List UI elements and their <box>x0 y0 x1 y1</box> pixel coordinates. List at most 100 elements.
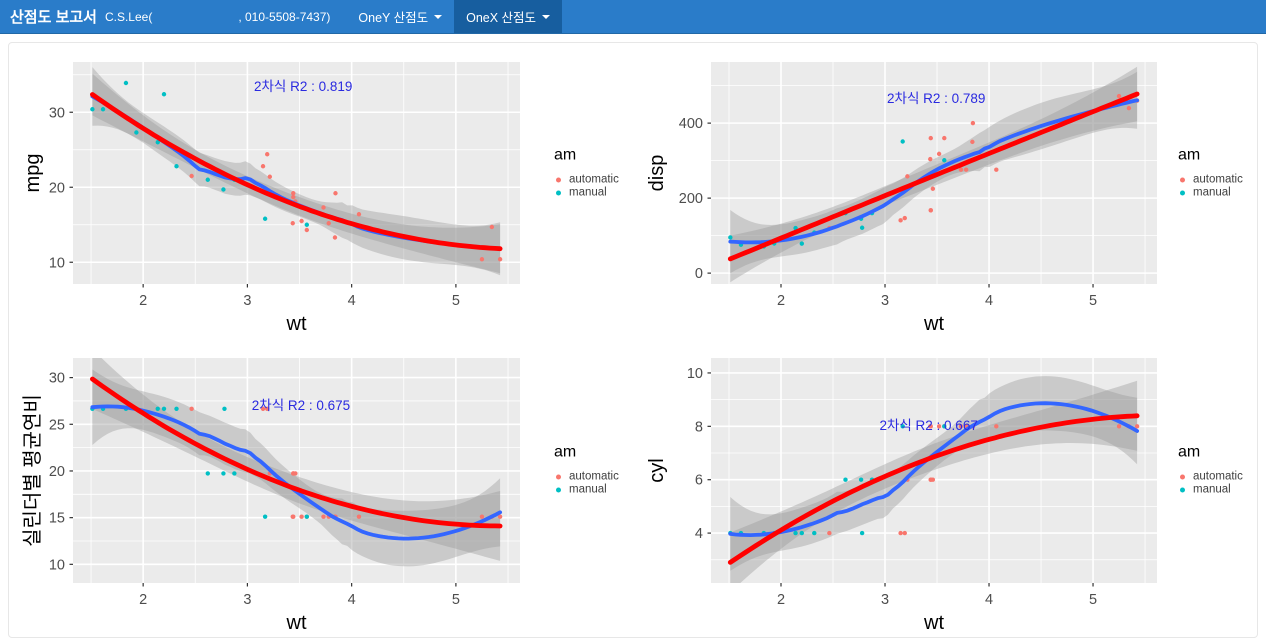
data-point-automatic <box>928 135 933 141</box>
data-point-automatic <box>291 194 296 200</box>
tab-onex-scatter[interactable]: OneX 산점도 <box>454 0 563 33</box>
x-tick-label: 2 <box>777 592 785 608</box>
legend-label: manual <box>1193 483 1231 496</box>
data-point-automatic <box>299 218 304 224</box>
data-point-automatic <box>321 205 326 210</box>
legend-item-manual: manual <box>1178 484 1243 497</box>
chart-block-mpg-wt: 2 3 4 5 10 20 30 wt mpg 2차식 R2 : 0.819 am automat… <box>9 55 633 345</box>
data-point-automatic <box>356 514 362 519</box>
y-tick-label: 6 <box>695 473 703 489</box>
data-point-automatic <box>930 186 936 191</box>
x-tick-label: 4 <box>348 293 356 309</box>
data-point-manual <box>793 530 798 536</box>
data-point-automatic <box>260 164 266 169</box>
data-point-automatic <box>497 257 503 262</box>
legend-label: manual <box>1193 186 1231 199</box>
plot-area <box>90 67 503 276</box>
data-point-automatic <box>333 191 338 196</box>
data-point-automatic <box>994 167 999 172</box>
data-point-manual <box>221 187 226 192</box>
point-swatch-manual <box>556 487 561 493</box>
legend-item-automatic: automatic <box>1178 471 1243 484</box>
plot-panel <box>73 62 520 284</box>
user-name: C.S.Lee( <box>104 9 153 24</box>
data-point-manual <box>900 139 905 144</box>
x-tick-label: 2 <box>139 293 147 309</box>
chart-row-top: 2 3 4 5 10 20 30 wt mpg 2차식 R2 : 0.819 am automat… <box>9 55 1257 345</box>
data-point-automatic <box>936 424 942 429</box>
data-point-manual <box>262 514 268 519</box>
data-point-automatic <box>1116 424 1122 429</box>
data-point-manual <box>205 177 210 182</box>
data-point-manual <box>123 80 129 86</box>
data-point-automatic <box>1116 93 1122 99</box>
data-point-manual <box>100 107 106 112</box>
x-tick-label: 3 <box>881 592 889 608</box>
user-name-gap <box>152 16 238 17</box>
legend-item-manual: manual <box>554 484 619 497</box>
y-tick-label: 10 <box>49 557 65 573</box>
y-axis-label: cyl <box>646 458 668 482</box>
data-point-manual <box>859 530 865 536</box>
legend: am automatic manual <box>1178 444 1243 497</box>
legend: am automatic manual <box>554 444 619 497</box>
y-tick-label: 4 <box>695 526 703 542</box>
data-point-manual <box>221 471 226 476</box>
point-swatch-manual <box>1180 487 1185 493</box>
data-point-automatic <box>936 151 942 157</box>
data-point-automatic <box>326 221 331 226</box>
point-swatch-manual <box>1180 190 1185 196</box>
data-point-automatic <box>265 406 270 411</box>
data-point-automatic <box>928 208 933 213</box>
legend: am automatic manual <box>1178 147 1243 200</box>
legend-title: am <box>554 146 577 164</box>
legend-label: automatic <box>569 470 619 483</box>
data-point-automatic <box>1134 424 1140 429</box>
legend-title: am <box>1178 443 1201 461</box>
data-point-manual <box>942 158 947 163</box>
x-tick-label: 5 <box>452 293 460 309</box>
x-tick-label: 4 <box>985 592 993 608</box>
x-tick-label: 5 <box>1089 293 1097 309</box>
data-point-automatic <box>291 191 296 196</box>
y-tick-label: 30 <box>49 105 65 121</box>
scatter-plot-disp-vs-wt: 2 3 4 5 0 200 400 wt disp 2차식 R2 : 0.789 <box>646 62 1157 335</box>
scatter-plot-avgmpg-vs-wt: 2 3 4 5 10 15 20 25 30 wt 실린더별 평균연비 2차식 R2 : 0.675 <box>21 358 520 634</box>
regression-line-quadratic <box>727 413 1140 565</box>
scatter-plot-mpg-vs-wt: 2 3 4 5 10 20 30 wt mpg 2차식 R2 : 0.819 <box>22 62 520 335</box>
legend-item-automatic: automatic <box>554 471 619 484</box>
regression-line-quadratic <box>90 376 503 529</box>
tab-oney-scatter[interactable]: OneY 산점도 <box>346 0 454 33</box>
y-tick-label: 400 <box>679 116 703 132</box>
x-tick-label: 2 <box>777 293 785 309</box>
data-point-automatic <box>489 224 495 230</box>
data-point-automatic <box>332 235 338 240</box>
data-point-manual <box>858 477 864 482</box>
data-point-manual <box>304 514 310 519</box>
confidence-band-quadratic <box>730 380 1138 583</box>
chart-block-cyl-wt: 2 3 4 5 4 6 8 10 wt cyl 2차식 R2 : 0.667 am automati… <box>633 345 1257 637</box>
data-point-automatic <box>958 167 964 172</box>
x-tick-label: 3 <box>243 293 251 309</box>
y-tick-label: 20 <box>49 464 65 480</box>
data-point-automatic <box>970 139 975 145</box>
chart-row-bottom: 2 3 4 5 10 15 20 25 30 wt 실린더별 평균연비 2차식 R2 : 0.675 … <box>9 345 1257 637</box>
chevron-down-icon <box>434 14 443 19</box>
legend-item-automatic: automatic <box>1178 174 1243 187</box>
data-point-automatic <box>304 227 310 233</box>
data-point-automatic <box>189 173 194 179</box>
data-point-automatic <box>994 424 999 429</box>
point-swatch-automatic <box>1180 474 1185 480</box>
chart-block-avgmpg-wt: 2 3 4 5 10 15 20 25 30 wt 실린더별 평균연비 2차식 R2 : 0.675 … <box>9 345 633 637</box>
y-axis-label: mpg <box>22 154 44 193</box>
plot-panel <box>711 358 1157 583</box>
x-tick-label: 5 <box>452 592 460 608</box>
x-axis-label: wt <box>923 612 944 634</box>
user-info: C.S.Lee( , 010-5508-7437) <box>105 10 330 24</box>
data-point-manual <box>843 477 848 482</box>
data-point-automatic <box>928 424 933 429</box>
y-tick-label: 200 <box>679 191 703 207</box>
data-point-manual <box>90 107 95 112</box>
data-point-automatic <box>970 120 976 126</box>
y-tick-label: 10 <box>687 366 703 382</box>
